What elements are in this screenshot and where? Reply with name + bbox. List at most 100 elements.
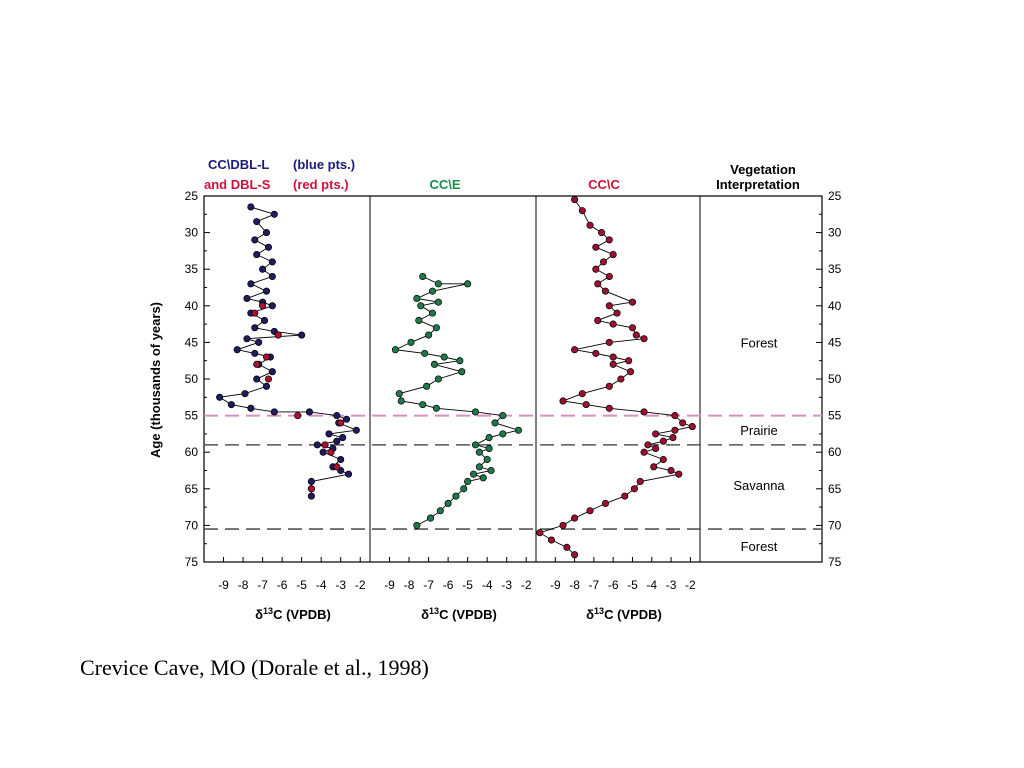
y-tick-label-right: 25 [828,189,842,203]
data-point [247,203,255,211]
data-point [547,536,555,544]
panel3-title: CC\C [588,177,620,192]
boundary-lines [204,414,822,530]
data-point [464,280,472,288]
data-point [352,426,360,434]
y-tick-label-left: 25 [185,189,199,203]
data-point [499,412,507,420]
y-tick-label-right: 30 [828,226,842,240]
data-point [640,335,648,343]
x-tick-label: -9 [218,578,229,592]
data-point [592,265,600,273]
data-point [339,434,347,442]
data-point [255,338,263,346]
x-tick-label: -7 [423,578,434,592]
data-point [613,309,621,317]
x-tick-label: -8 [238,578,249,592]
data-point [688,423,696,431]
data-point [679,419,687,427]
data-point [601,287,610,295]
x-tick-label: -5 [462,578,473,592]
data-point [343,415,351,423]
x-axis-title: δ13C (VPDB) [586,606,662,622]
axis-ticks: 25 25 30 30 35 35 40 40 45 45 50 50 55 55 60 60 65 65 70 70… [185,189,842,592]
data-point [307,492,315,500]
data-point [571,514,579,522]
y-tick-label-left: 45 [185,335,199,349]
data-point [391,346,399,354]
data-point [594,316,602,324]
data-point [419,272,427,281]
x-tick-label: -7 [589,578,600,592]
data-point [605,404,613,412]
data-point [586,507,594,515]
data-point [578,390,586,398]
data-series [216,196,696,559]
data-point [605,302,613,310]
data-point [559,397,567,405]
x-tick-label: -6 [277,578,288,592]
y-tick-label-left: 35 [185,262,199,276]
data-point [601,499,610,507]
data-point [262,287,271,295]
data-point [460,485,468,493]
data-point [452,492,460,500]
data-point [479,474,487,482]
x-tick-label: -4 [646,578,657,592]
data-point [319,448,327,456]
data-point [325,430,333,438]
y-tick-label-left: 65 [185,482,199,496]
y-tick-label-left: 75 [185,555,199,569]
x-axis-titles: δ13C (VPDB) δ13C (VPDB) δ13C (VPDB) [255,606,662,622]
panel2-title: CC\E [429,177,460,192]
data-point [305,408,314,416]
veg-title-line1: Vegetation [730,162,796,177]
y-tick-label-right: 40 [828,299,842,313]
data-point [621,492,629,500]
x-tick-label: -3 [501,578,512,592]
data-point [625,357,633,365]
data-point [586,221,594,229]
data-point [599,258,608,266]
data-point [456,357,464,365]
data-point [475,463,483,471]
data-point [243,294,251,303]
panel1-title-line2: and DBL-S [204,177,271,192]
y-tick-label-left: 55 [185,409,199,423]
data-point [671,412,679,420]
y-tick-label-right: 35 [828,262,842,276]
series-line [393,276,521,526]
data-point [436,507,444,515]
x-axis-title: δ13C (VPDB) [255,606,331,622]
data-point [313,441,321,449]
data-point [559,521,567,529]
data-point [578,207,586,215]
data-point [333,437,341,445]
x-tick-label: -4 [482,578,493,592]
x-tick-label: -4 [316,578,327,592]
data-point [327,448,335,456]
data-point [434,375,442,383]
data-point [344,470,353,478]
data-point [264,243,272,251]
data-point [423,382,431,390]
x-tick-label: -8 [404,578,415,592]
x-tick-label: -2 [521,578,532,592]
data-point [605,338,613,346]
data-point [630,485,638,493]
y-tick-label-right: 55 [828,409,842,423]
data-point [253,251,261,259]
y-tick-label-left: 30 [185,226,199,240]
x-tick-label: -6 [608,578,619,592]
data-point [430,360,438,368]
data-point [609,353,617,361]
data-point [274,331,282,339]
data-point [262,382,271,390]
data-point [650,463,658,471]
data-point [592,349,600,357]
figure-caption: Crevice Cave, MO (Dorale et al., 1998) [80,655,429,680]
data-point [251,349,259,357]
data-point [536,529,544,537]
x-tick-label: -7 [257,578,268,592]
data-point [268,258,276,266]
